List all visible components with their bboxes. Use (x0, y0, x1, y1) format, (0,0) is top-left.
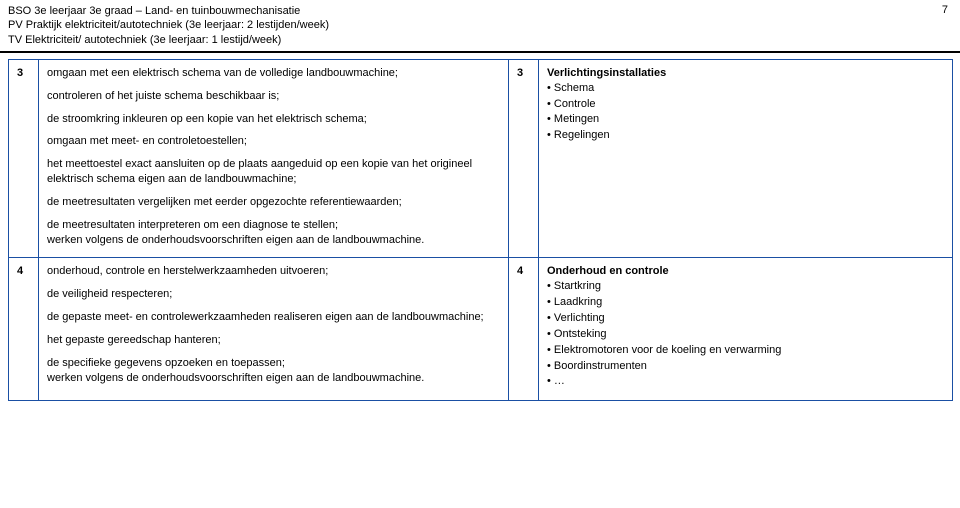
cell-num-right-3: 3 (509, 59, 539, 258)
row4-para: de veiligheid respecteren; (47, 287, 500, 302)
cell-right-3: Verlichtingsinstallaties Schema Controle… (539, 59, 953, 258)
cell-left-4: onderhoud, controle en herstelwerkzaamhe… (39, 258, 509, 401)
list-item: Metingen (547, 112, 944, 127)
list-item: Startkring (547, 279, 944, 294)
list-item: Schema (547, 81, 944, 96)
row4-para: onderhoud, controle en herstelwerkzaamhe… (47, 264, 500, 279)
row3-num-left: 3 (17, 67, 23, 79)
header-line-2: PV Praktijk elektriciteit/autotechniek (… (8, 18, 952, 32)
list-item: Regelingen (547, 128, 944, 143)
row3-para: controleren of het juiste schema beschik… (47, 89, 500, 104)
row3-right-list: Schema Controle Metingen Regelingen (547, 81, 944, 143)
row3-para: de meetresultaten interpreteren om een d… (47, 218, 500, 233)
cell-left-3: omgaan met een elektrisch schema van de … (39, 59, 509, 258)
list-item: Boordinstrumenten (547, 359, 944, 374)
cell-num-left-3: 3 (9, 59, 39, 258)
row4-num-left: 4 (17, 265, 23, 277)
content-table: 3 omgaan met een elektrisch schema van d… (8, 59, 953, 401)
row4-right-list: Startkring Laadkring Verlichting Ontstek… (547, 279, 944, 389)
table-row: 3 omgaan met een elektrisch schema van d… (9, 59, 953, 258)
header-rule (0, 51, 960, 53)
row3-num-right: 3 (517, 67, 523, 79)
list-item: Elektromotoren voor de koeling en verwar… (547, 343, 944, 358)
page-header: BSO 3e leerjaar 3e graad – Land- en tuin… (0, 0, 960, 49)
header-line-1: BSO 3e leerjaar 3e graad – Land- en tuin… (8, 4, 952, 18)
row3-para: het meettoestel exact aansluiten op de p… (47, 157, 500, 187)
cell-right-4: Onderhoud en controle Startkring Laadkri… (539, 258, 953, 401)
list-item: Ontsteking (547, 327, 944, 342)
row3-para: werken volgens de onderhoudsvoorschrifte… (47, 233, 500, 248)
header-line-3: TV Elektriciteit/ autotechniek (3e leerj… (8, 33, 952, 47)
row4-para: werken volgens de onderhoudsvoorschrifte… (47, 371, 500, 386)
table-row: 4 onderhoud, controle en herstelwerkzaam… (9, 258, 953, 401)
cell-num-left-4: 4 (9, 258, 39, 401)
row4-para: de gepaste meet- en controlewerkzaamhede… (47, 310, 500, 325)
page-number: 7 (942, 4, 948, 16)
cell-num-right-4: 4 (509, 258, 539, 401)
list-item: … (547, 374, 944, 389)
row3-para: omgaan met een elektrisch schema van de … (47, 66, 500, 81)
list-item: Laadkring (547, 295, 944, 310)
row4-num-right: 4 (517, 265, 523, 277)
row3-para: de meetresultaten vergelijken met eerder… (47, 195, 500, 210)
row3-para: omgaan met meet- en controletoestellen; (47, 134, 500, 149)
list-item: Verlichting (547, 311, 944, 326)
row4-right-title: Onderhoud en controle (547, 264, 944, 279)
row3-para: de stroomkring inkleuren op een kopie va… (47, 112, 500, 127)
row4-para: de specifieke gegevens opzoeken en toepa… (47, 356, 500, 371)
row4-para: het gepaste gereedschap hanteren; (47, 333, 500, 348)
list-item: Controle (547, 97, 944, 112)
row3-right-title: Verlichtingsinstallaties (547, 66, 944, 81)
